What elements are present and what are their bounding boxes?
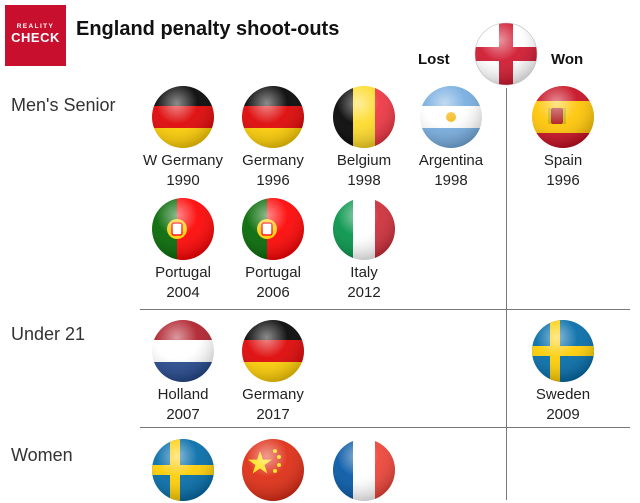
match-year: 1998	[434, 172, 468, 189]
germany-flag-icon	[152, 86, 214, 148]
germany-flag-icon	[242, 320, 304, 382]
portugal-flag-icon	[242, 198, 304, 260]
match-spain-1996: Spain 1996	[513, 84, 613, 191]
match-portugal-2006: Portugal 2006	[223, 196, 323, 303]
match-year: 2009	[546, 406, 580, 423]
match-argentina-1998: Argentina 1998	[401, 84, 501, 191]
team-name: Germany	[242, 152, 304, 169]
team-name: Argentina	[418, 152, 484, 169]
netherlands-flag-icon	[152, 320, 214, 382]
section-label-mens-senior: Men's Senior	[11, 95, 116, 115]
logo-line1: REALITY	[16, 23, 55, 30]
china-flag-icon	[242, 439, 304, 501]
match-year: 2007	[166, 406, 200, 423]
lost-won-divider	[506, 88, 507, 500]
logo-line2: CHECK	[11, 30, 60, 45]
match-belgium-1998: Belgium 1998	[314, 84, 414, 191]
match-holland-2007: Holland 2007	[133, 318, 233, 425]
match-germany-2017: Germany 2017	[223, 318, 323, 425]
match-year: 2012	[347, 284, 381, 301]
section-divider-u21	[140, 309, 630, 310]
team-name: W Germany	[142, 152, 223, 169]
match-year: 1998	[347, 172, 381, 189]
belgium-flag-icon	[333, 86, 395, 148]
match-germany-1996: Germany 1996	[223, 84, 323, 191]
lost-column-header: Lost	[418, 51, 450, 68]
team-name: Portugal	[245, 264, 301, 281]
match-women-china	[223, 437, 323, 503]
reality-check-logo: REALITY CHECK	[5, 5, 66, 66]
england-flag-icon	[474, 22, 538, 86]
sweden-flag-icon	[152, 439, 214, 501]
section-label-under-21: Under 21	[11, 324, 86, 344]
match-year: 2017	[256, 406, 290, 423]
germany-flag-icon	[242, 86, 304, 148]
match-women-sweden	[133, 437, 233, 503]
page-title: England penalty shoot-outs	[76, 18, 340, 40]
team-name: Belgium	[336, 152, 392, 169]
team-name: Italy	[350, 264, 378, 281]
team-name: Portugal	[155, 264, 211, 281]
team-name: Sweden	[535, 386, 591, 403]
match-year: 1990	[166, 172, 200, 189]
won-column-header: Won	[551, 51, 584, 68]
team-name: Holland	[157, 386, 209, 403]
match-women-france	[314, 437, 414, 503]
match-w-germany-1990: W Germany 1990	[133, 84, 233, 191]
france-flag-icon	[333, 439, 395, 501]
section-label-women: Women	[11, 445, 73, 465]
team-name: Germany	[242, 386, 304, 403]
match-year: 2004	[166, 284, 200, 301]
match-portugal-2004: Portugal 2004	[133, 196, 233, 303]
section-divider-women	[140, 427, 630, 428]
match-italy-2012: Italy 2012	[314, 196, 414, 303]
match-year: 1996	[256, 172, 290, 189]
portugal-flag-icon	[152, 198, 214, 260]
argentina-flag-icon	[420, 86, 482, 148]
italy-flag-icon	[333, 198, 395, 260]
match-year: 2006	[256, 284, 290, 301]
sweden-flag-icon	[532, 320, 594, 382]
match-sweden-2009: Sweden 2009	[513, 318, 613, 425]
team-name: Spain	[543, 152, 583, 169]
match-year: 1996	[546, 172, 580, 189]
spain-flag-icon	[532, 86, 594, 148]
